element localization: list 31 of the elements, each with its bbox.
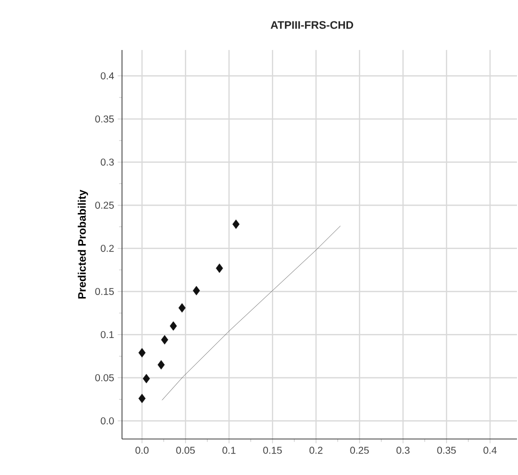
y-tick-label: 0.3 — [100, 158, 114, 166]
x-tick-label: 0.0 — [135, 446, 149, 454]
chart-title: ATPIII-FRS-CHD — [270, 21, 354, 29]
point — [138, 348, 146, 358]
x-tick-label: 0.1 — [222, 446, 236, 454]
point — [142, 374, 150, 384]
y-tick-label: 0.2 — [100, 244, 114, 252]
y-tick-label: 0.0 — [100, 417, 114, 424]
x-tick-label: 0.15 — [263, 446, 282, 454]
point — [232, 220, 240, 229]
y-tick-label: 0.15 — [95, 288, 114, 296]
point — [170, 321, 177, 331]
y-tick-label: 0.4 — [100, 72, 114, 80]
point — [216, 264, 224, 273]
point — [158, 360, 165, 370]
x-tick-label: 0.3 — [396, 446, 410, 454]
y-tick-label: 0.35 — [95, 115, 114, 123]
line-series — [162, 226, 341, 400]
x-tick-label: 0.25 — [350, 446, 369, 454]
y-tick-label: 0.25 — [95, 202, 114, 209]
y-tick-label: 0.05 — [95, 374, 114, 382]
point — [138, 394, 146, 404]
x-tick-label: 0.4 — [484, 446, 497, 454]
x-tick-label: 0.05 — [176, 446, 195, 454]
point — [178, 303, 186, 313]
y-axis-title: Predicted Probability — [78, 190, 88, 299]
point — [161, 335, 168, 344]
y-tick-label: 0.1 — [100, 331, 114, 338]
x-tick-label: 0.2 — [309, 446, 322, 454]
point — [192, 286, 200, 296]
x-tick-label: 0.35 — [437, 446, 456, 454]
